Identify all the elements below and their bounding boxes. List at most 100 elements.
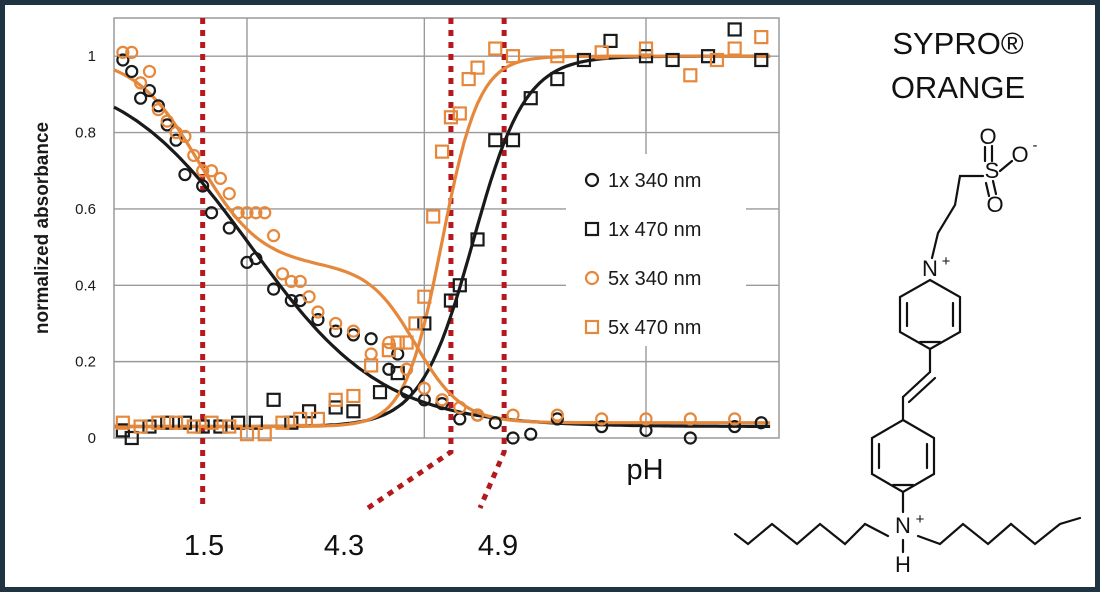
data-point bbox=[204, 415, 219, 430]
data-point bbox=[187, 148, 201, 163]
data-point bbox=[488, 133, 503, 148]
data-point bbox=[257, 427, 272, 442]
data-point bbox=[267, 282, 281, 296]
data-point bbox=[709, 52, 725, 68]
y-tick-label: 0.4 bbox=[75, 277, 96, 294]
data-point bbox=[728, 412, 742, 426]
data-point bbox=[505, 49, 521, 64]
data-point bbox=[284, 274, 298, 289]
data-point bbox=[576, 52, 592, 68]
sulfur-atom: S bbox=[985, 158, 1000, 183]
data-point bbox=[638, 49, 654, 64]
data-point bbox=[364, 332, 378, 346]
data-point bbox=[408, 316, 423, 331]
data-point bbox=[116, 53, 130, 67]
s-o-right-bond bbox=[998, 159, 1014, 173]
legend-marker bbox=[584, 172, 600, 188]
right-hexyl-chain bbox=[916, 516, 1082, 546]
y-tick-label: 1 bbox=[88, 48, 96, 65]
data-point bbox=[196, 164, 210, 178]
legend-label: 5x 470 nm bbox=[608, 317, 701, 339]
legend-marker bbox=[584, 221, 600, 237]
data-point bbox=[346, 324, 360, 338]
data-point bbox=[142, 419, 157, 434]
legend-box bbox=[566, 154, 746, 346]
pyridinium-nitrogen: N bbox=[922, 256, 938, 281]
data-point bbox=[204, 206, 219, 220]
data-point bbox=[160, 118, 174, 132]
bond-lines bbox=[733, 144, 1082, 554]
legend-label: 1x 340 nm bbox=[608, 170, 701, 192]
data-point bbox=[266, 392, 281, 407]
pyridinium-ring bbox=[898, 278, 962, 351]
data-point bbox=[488, 41, 503, 56]
data-point bbox=[683, 412, 697, 426]
data-point bbox=[222, 221, 236, 235]
legend-marker bbox=[584, 270, 600, 286]
data-point bbox=[178, 167, 192, 182]
data-point bbox=[399, 335, 414, 350]
data-point bbox=[506, 431, 520, 445]
fit-curve-0 bbox=[113, 105, 771, 428]
data-point bbox=[417, 289, 432, 304]
oxygen-right-atom: O bbox=[1011, 142, 1028, 167]
series-3 bbox=[115, 29, 769, 442]
data-point bbox=[134, 76, 148, 90]
data-point bbox=[435, 397, 449, 411]
oxygen-bottom-atom: O bbox=[986, 192, 1003, 217]
left-hexyl-chain bbox=[733, 522, 890, 546]
amine-hydrogen: H bbox=[895, 552, 911, 577]
sypro-orange-structure: SYPRO® ORANGE bbox=[733, 26, 1082, 577]
data-point bbox=[417, 381, 431, 395]
data-point bbox=[727, 41, 742, 56]
data-point bbox=[222, 419, 237, 434]
data-point bbox=[275, 267, 290, 281]
vinyl-double-bond-inner bbox=[907, 376, 937, 404]
data-point bbox=[301, 404, 317, 419]
legend-label: 1x 470 nm bbox=[608, 219, 701, 241]
data-point bbox=[195, 419, 210, 434]
data-point bbox=[293, 411, 308, 427]
data-point bbox=[595, 419, 609, 434]
data-point bbox=[142, 64, 157, 79]
data-point bbox=[239, 427, 255, 442]
series-0 bbox=[116, 53, 768, 445]
data-point bbox=[435, 393, 449, 407]
y-tick-label: 0 bbox=[88, 430, 96, 447]
data-point bbox=[417, 316, 432, 331]
data-point bbox=[364, 358, 379, 373]
data-point bbox=[329, 316, 343, 331]
data-point bbox=[302, 290, 316, 304]
data-point bbox=[142, 83, 157, 98]
data-point bbox=[222, 187, 236, 201]
data-point bbox=[638, 41, 654, 56]
data-point bbox=[284, 293, 298, 308]
data-point bbox=[400, 362, 414, 376]
series-2 bbox=[116, 45, 742, 426]
pka-label-1.5: 1.5 bbox=[184, 530, 224, 562]
data-point bbox=[550, 49, 565, 64]
pka-line-4.3 bbox=[366, 18, 454, 511]
data-point bbox=[523, 91, 538, 106]
y-axis-label: normalized absorbance bbox=[32, 122, 53, 334]
data-point bbox=[470, 408, 485, 422]
data-point bbox=[240, 206, 254, 220]
y-tick-label: 0.2 bbox=[75, 354, 96, 371]
data-point bbox=[550, 408, 564, 422]
data-point bbox=[293, 274, 307, 289]
data-point bbox=[382, 335, 396, 350]
s-o-bottom-bond bbox=[991, 179, 998, 196]
propyl-chain bbox=[930, 174, 985, 260]
data-point bbox=[346, 388, 361, 404]
data-point bbox=[382, 362, 396, 376]
data-point bbox=[400, 385, 414, 399]
data-point bbox=[665, 52, 680, 68]
s-o-bottom-bond-double bbox=[984, 181, 991, 198]
data-point bbox=[249, 251, 263, 266]
data-point bbox=[595, 412, 609, 426]
data-point bbox=[258, 206, 272, 220]
data-point bbox=[204, 164, 219, 178]
data-point bbox=[381, 343, 396, 358]
data-point bbox=[213, 419, 228, 434]
data-point bbox=[115, 415, 130, 430]
